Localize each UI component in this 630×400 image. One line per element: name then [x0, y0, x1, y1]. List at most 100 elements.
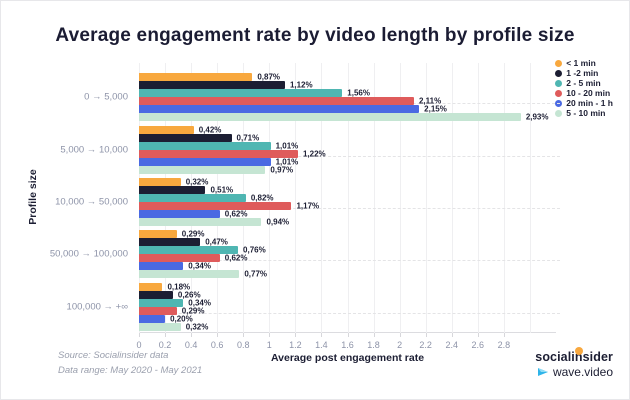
category-dashed-line: [139, 208, 560, 210]
x-tick-mark: [321, 333, 323, 337]
bar-10-20-min: 1,17%: [139, 202, 319, 211]
bar-10-20-min: 2,11%: [139, 97, 441, 106]
gridline-x-2.0: [399, 63, 401, 333]
legend-item: 20 min - 1 h: [555, 98, 613, 108]
bar-2-5-min: 1,01%: [139, 141, 298, 150]
bar-1-2-min: 0,51%: [139, 186, 233, 195]
category-row: 0 → 5,000 0,87% 1,12% 1,56% 2,11% 2,15% 2,93%: [84, 71, 560, 123]
category-row: 5,000 → 10,000 0,42% 0,71% 1,01% 1,22% 1,01% 0…: [60, 123, 560, 175]
legend-item: 2 - 5 min: [555, 78, 613, 88]
x-tick-label: 2.6: [471, 340, 485, 350]
bar-2-5-min: 1,56%: [139, 89, 370, 98]
category-label: 0 → 5,000: [84, 91, 128, 103]
wavevideo-logo: wave.video: [537, 365, 613, 379]
bar-value-label: 0,29%: [181, 306, 205, 316]
x-tick-mark: [191, 333, 193, 337]
gridline-x-1.0: [269, 63, 271, 333]
bar-value-label: 0,34%: [188, 261, 211, 271]
category-label: 50,000 → 100,000: [49, 248, 128, 260]
x-tick-label: 2.4: [445, 340, 459, 350]
bar-10-20-min: 0,62%: [139, 254, 247, 263]
legend-label: 2 - 5 min: [566, 78, 601, 88]
x-tick-mark: [165, 333, 167, 337]
bar-1-2-min: 1,12%: [139, 81, 313, 90]
bar-value-label: 1,22%: [302, 149, 326, 159]
wavevideo-logo-text: wave.video: [552, 365, 613, 379]
bar-10-20-min: 1,22%: [139, 149, 326, 158]
category-label: 100,000 → +∞: [66, 301, 128, 313]
category-row: 10,000 → 50,000 0,32% 0,51% 0,82% 1,17% 0,62%…: [55, 176, 560, 228]
brand-logos: socialinsider wave.video: [535, 347, 613, 379]
legend-dot-icon: [555, 69, 563, 77]
legend-dot-icon: [555, 59, 563, 67]
x-tick-label: 2.2: [419, 340, 432, 350]
bar-value-label: 0,29%: [181, 229, 205, 239]
x-axis-title: Average post engagement rate: [270, 352, 425, 364]
bar-value-label: 0,32%: [185, 322, 209, 332]
legend-label: < 1 min: [566, 58, 596, 68]
legend-label: 10 - 20 min: [566, 88, 611, 98]
gridline-x-2.8: [503, 63, 505, 333]
gridline-x-1.8: [373, 63, 375, 333]
legend-dot-icon: [555, 109, 563, 117]
source-note: Source: Socialinsider data Data range: M…: [58, 348, 202, 378]
bar-value-label: 1,17%: [296, 201, 320, 211]
category-label: 10,000 → 50,000: [55, 196, 128, 208]
bar-value-label: 1,56%: [347, 88, 370, 98]
gridline-x-2.2: [425, 63, 427, 333]
bar-value-label: 0,51%: [210, 185, 234, 195]
bar-2-5-min: 0,34%: [139, 298, 211, 307]
bar-5-10-min: 2,93%: [139, 113, 549, 122]
legend-item: 5 - 10 min: [555, 108, 613, 118]
play-icon: [537, 368, 548, 376]
bar-5-10-min: 0,97%: [139, 165, 293, 174]
bar-2-5-min: 0,82%: [139, 194, 274, 203]
x-tick-label: 2.8: [497, 340, 511, 350]
bar-1-min: 0,18%: [139, 282, 190, 291]
bar-group: 0,42% 0,71% 1,01% 1,22% 1,01% 0,97%: [139, 125, 556, 174]
x-tick-mark: [399, 333, 401, 337]
x-tick-mark: [243, 333, 245, 337]
legend-label: 20 min - 1 h: [566, 98, 613, 108]
x-tick-mark: [295, 333, 297, 337]
x-tick-label: 1.4: [315, 340, 328, 350]
x-tick-mark: [217, 333, 219, 337]
bar-5-10-min: 0,32%: [139, 322, 208, 331]
bar-value-label: 0,62%: [224, 209, 248, 219]
source-line-2: Data range: May 2020 - May 2021: [58, 365, 203, 376]
bar-20-min-1-h: 2,15%: [139, 105, 447, 114]
bar-value-label: 0,26%: [177, 290, 201, 300]
x-tick-label: 1: [266, 340, 272, 350]
socialinsider-logo: socialinsider: [535, 347, 613, 364]
legend-dot-icon: [555, 99, 563, 107]
gridline-x-2.6: [477, 63, 479, 333]
legend-label: 5 - 10 min: [566, 108, 606, 118]
x-tick-label: 0.4: [184, 340, 198, 350]
x-tick-label: 2: [397, 340, 403, 350]
bar-value-label: 0,62%: [224, 253, 248, 263]
x-tick-label: 0.6: [210, 340, 224, 350]
bar-1-min: 0,42%: [139, 125, 221, 134]
bar-group: 0,87% 1,12% 1,56% 2,11% 2,15% 2,93%: [139, 72, 556, 122]
bar-1-2-min: 0,71%: [139, 133, 259, 142]
bar-value-label: 1,01%: [275, 141, 299, 151]
category-dashed-line: [139, 312, 560, 314]
bar-20-min-1-h: 1,01%: [139, 157, 298, 166]
bar-value-label: 0,94%: [266, 217, 290, 227]
socialinsider-logo-text: socialinsider: [535, 350, 613, 364]
bar-value-label: 0,82%: [250, 193, 274, 203]
x-tick-mark: [451, 333, 453, 337]
legend: < 1 min 1 -2 min 2 - 5 min 10 - 20 min 20 mi…: [555, 58, 613, 118]
bar-group: 0,18% 0,26% 0,34% 0,29% 0,20% 0,32%: [139, 282, 556, 331]
bar-value-label: 0,42%: [198, 125, 222, 135]
x-tick-mark: [269, 333, 271, 337]
bar-value-label: 0,87%: [257, 72, 281, 82]
x-tick-label: 0.2: [158, 340, 172, 350]
bar-10-20-min: 0,29%: [139, 306, 204, 315]
bar-value-label: 0,71%: [236, 133, 260, 143]
category-dashed-line: [139, 260, 560, 262]
bar-1-2-min: 0,26%: [139, 290, 201, 299]
bar-1-min: 0,29%: [139, 230, 204, 239]
bar-value-label: 1,12%: [289, 80, 313, 90]
